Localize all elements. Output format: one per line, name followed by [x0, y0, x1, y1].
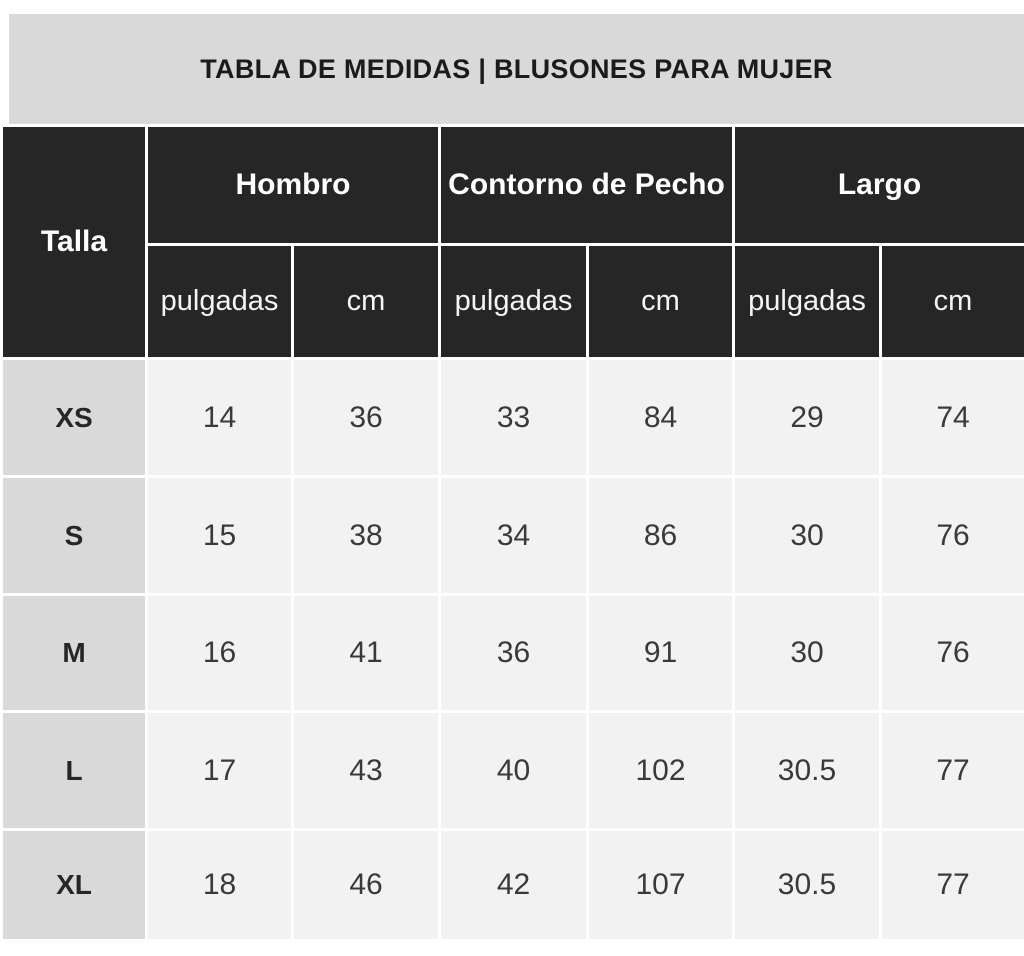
group-header-hombro: Hombro: [148, 127, 438, 243]
unit-header-hombro-cm: cm: [294, 246, 438, 357]
unit-header-pecho-cm: cm: [589, 246, 732, 357]
page-title: TABLA DE MEDIDAS | BLUSONES PARA MUJER: [200, 53, 833, 84]
title-banner: TABLA DE MEDIDAS | BLUSONES PARA MUJER: [9, 14, 1024, 124]
value-s-hombro-cm: 38: [294, 478, 438, 593]
size-label-m: M: [3, 596, 145, 710]
value-xl-largo-pulgadas: 30.5: [735, 831, 879, 939]
unit-header-largo-pulgadas: pulgadas: [735, 246, 879, 357]
value-xs-pecho-cm: 84: [589, 360, 732, 475]
value-xl-hombro-cm: 46: [294, 831, 438, 939]
value-xs-hombro-cm: 36: [294, 360, 438, 475]
size-label-xl: XL: [3, 831, 145, 939]
value-m-pecho-cm: 91: [589, 596, 732, 710]
value-m-largo-pulgadas: 30: [735, 596, 879, 710]
value-xs-pecho-pulgadas: 33: [441, 360, 586, 475]
value-xs-largo-cm: 74: [882, 360, 1024, 475]
value-s-largo-cm: 76: [882, 478, 1024, 593]
value-xl-pecho-pulgadas: 42: [441, 831, 586, 939]
size-chart-table: Talla Hombro Contorno de Pecho Largo pul…: [3, 127, 1024, 939]
value-l-hombro-cm: 43: [294, 713, 438, 828]
value-l-pecho-pulgadas: 40: [441, 713, 586, 828]
value-xs-hombro-pulgadas: 14: [148, 360, 291, 475]
value-s-hombro-pulgadas: 15: [148, 478, 291, 593]
value-s-largo-pulgadas: 30: [735, 478, 879, 593]
value-l-hombro-pulgadas: 17: [148, 713, 291, 828]
group-header-contorno-de-pecho: Contorno de Pecho: [441, 127, 732, 243]
unit-header-pecho-pulgadas: pulgadas: [441, 246, 586, 357]
value-m-pecho-pulgadas: 36: [441, 596, 586, 710]
value-l-largo-pulgadas: 30.5: [735, 713, 879, 828]
value-xl-largo-cm: 77: [882, 831, 1024, 939]
unit-header-largo-cm: cm: [882, 246, 1024, 357]
value-l-pecho-cm: 102: [589, 713, 732, 828]
value-m-largo-cm: 76: [882, 596, 1024, 710]
value-l-largo-cm: 77: [882, 713, 1024, 828]
value-m-hombro-cm: 41: [294, 596, 438, 710]
value-s-pecho-cm: 86: [589, 478, 732, 593]
size-label-xs: XS: [3, 360, 145, 475]
value-xl-hombro-pulgadas: 18: [148, 831, 291, 939]
unit-header-hombro-pulgadas: pulgadas: [148, 246, 291, 357]
value-m-hombro-pulgadas: 16: [148, 596, 291, 710]
size-label-s: S: [3, 478, 145, 593]
value-s-pecho-pulgadas: 34: [441, 478, 586, 593]
value-xs-largo-pulgadas: 29: [735, 360, 879, 475]
size-label-l: L: [3, 713, 145, 828]
value-xl-pecho-cm: 107: [589, 831, 732, 939]
group-header-largo: Largo: [735, 127, 1024, 243]
header-talla: Talla: [3, 127, 145, 357]
